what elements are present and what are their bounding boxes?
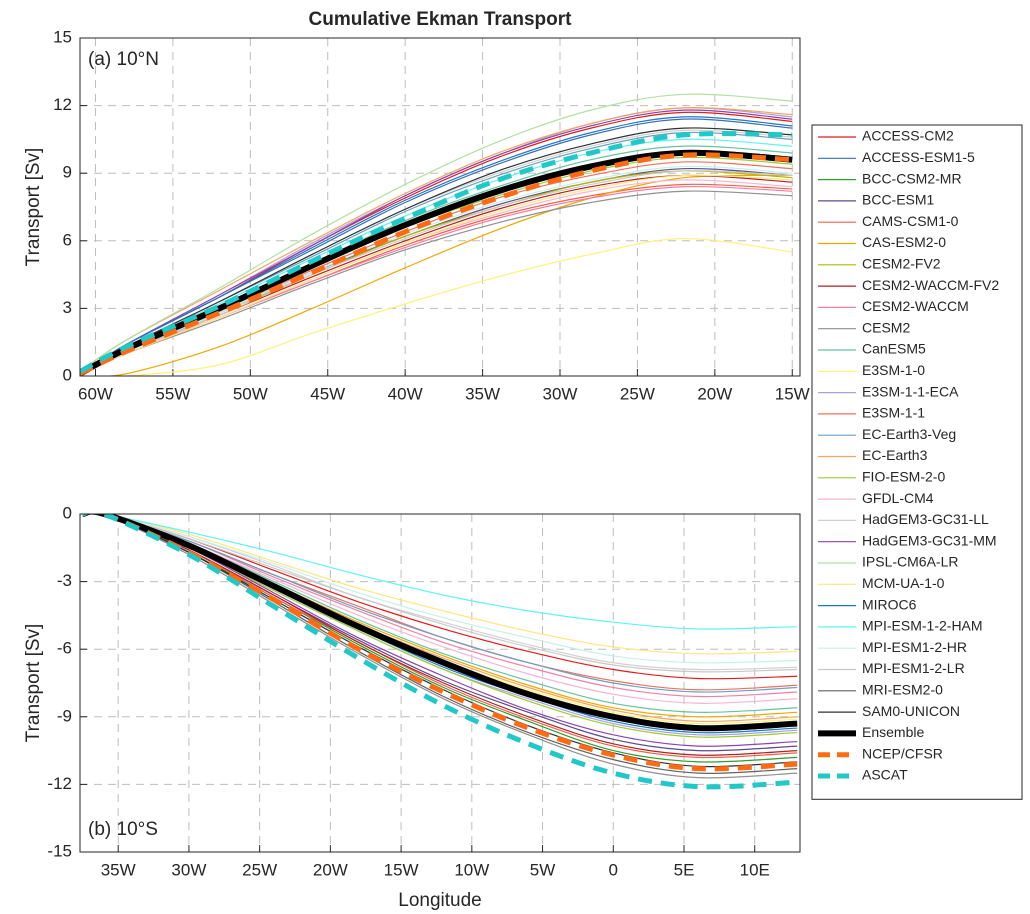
y-tick-label: 9 xyxy=(63,163,72,182)
series-line xyxy=(82,514,798,732)
legend-label: MRI-ESM2-0 xyxy=(862,682,943,698)
chart-title: Cumulative Ekman Transport xyxy=(309,9,573,30)
legend-box xyxy=(811,124,1023,800)
x-tick-label: 35W xyxy=(101,860,136,879)
series-line xyxy=(80,152,793,376)
x-tick-label: 60W xyxy=(78,384,113,403)
x-tick-label: 0 xyxy=(609,860,618,879)
x-axis-label: Longitude xyxy=(398,890,481,911)
x-tick-label: 10W xyxy=(454,860,489,879)
legend-label: BCC-ESM1 xyxy=(862,192,935,208)
x-tick-label: 15W xyxy=(384,860,419,879)
plot-frame xyxy=(79,37,801,377)
series-line xyxy=(80,109,793,375)
series-line xyxy=(80,237,793,376)
x-tick-label: 5W xyxy=(530,860,556,879)
series-line xyxy=(82,514,798,673)
y-tick-label: 6 xyxy=(63,230,72,249)
legend-label: CAS-ESM2-0 xyxy=(862,234,946,250)
y-axis-label: Transport [Sv] xyxy=(23,148,44,267)
legend-label: SAM0-UNICON xyxy=(862,703,960,719)
legend-label: E3SM-1-1-ECA xyxy=(862,383,959,399)
x-tick-label: 55W xyxy=(155,384,190,403)
x-tick-label: 15W xyxy=(775,384,810,403)
series-line xyxy=(80,174,793,375)
x-tick-label: 25W xyxy=(242,860,277,879)
y-tick-label: -9 xyxy=(57,706,72,725)
legend-label: CAMS-CSM1-0 xyxy=(862,213,959,229)
series-line xyxy=(80,116,793,375)
y-tick-label: 12 xyxy=(53,95,72,114)
legend-label: MPI-ESM1-2-LR xyxy=(862,660,965,676)
series-line xyxy=(82,514,798,655)
legend-label: MPI-ESM1-2-HR xyxy=(862,639,967,655)
panel-label: (b) 10°S xyxy=(88,819,158,840)
x-tick-label: 40W xyxy=(388,384,423,403)
series-line xyxy=(80,93,793,372)
legend-label: HadGEM3-GC31-LL xyxy=(862,511,989,527)
x-tick-label: 30W xyxy=(171,860,206,879)
series-line xyxy=(82,514,798,790)
plot-frame xyxy=(79,513,801,853)
legend-label: MPI-ESM-1-2-HAM xyxy=(862,618,983,634)
legend-label: ASCAT xyxy=(862,767,908,783)
legend-label: Ensemble xyxy=(862,724,924,740)
legend-label: MIROC6 xyxy=(862,596,917,612)
legend-label: MCM-UA-1-0 xyxy=(862,575,945,591)
y-tick-label: 3 xyxy=(63,298,72,317)
series-line xyxy=(82,514,798,664)
series-line xyxy=(80,190,793,375)
series-line xyxy=(82,514,798,630)
legend-label: E3SM-1-0 xyxy=(862,362,925,378)
y-tick-label: -15 xyxy=(47,841,72,860)
legend-label: FIO-ESM-2-0 xyxy=(862,469,945,485)
x-tick-label: 35W xyxy=(465,384,500,403)
x-tick-label: 20W xyxy=(697,384,732,403)
legend-label: CESM2 xyxy=(862,319,910,335)
legend-label: IPSL-CM6A-LR xyxy=(862,554,958,570)
legend-label: EC-Earth3-Veg xyxy=(862,426,956,442)
legend-label: CESM2-WACCM-FV2 xyxy=(862,277,999,293)
y-axis-label: Transport [Sv] xyxy=(23,624,44,743)
legend-label: NCEP/CFSR xyxy=(862,745,943,761)
legend-label: ACCESS-CM2 xyxy=(862,128,954,144)
y-tick-label: 0 xyxy=(63,365,72,384)
x-tick-label: 30W xyxy=(543,384,578,403)
y-tick-label: 0 xyxy=(63,503,72,522)
legend-label: ACCESS-ESM1-5 xyxy=(862,149,975,165)
legend-label: HadGEM3-GC31-MM xyxy=(862,532,997,548)
x-tick-label: 45W xyxy=(310,384,345,403)
series-line xyxy=(80,107,793,372)
legend-label: CESM2-WACCM xyxy=(862,298,969,314)
x-tick-label: 20W xyxy=(313,860,348,879)
plot-lines xyxy=(80,93,793,376)
x-tick-label: 50W xyxy=(233,384,268,403)
legend-label: E3SM-1-1 xyxy=(862,405,925,421)
x-tick-label: 5E xyxy=(674,860,695,879)
x-tick-label: 10E xyxy=(740,860,770,879)
legend-label: EC-Earth3 xyxy=(862,447,928,463)
y-tick-label: -6 xyxy=(57,639,72,658)
y-tick-label: -3 xyxy=(57,571,72,590)
legend-label: GFDL-CM4 xyxy=(862,490,934,506)
x-tick-label: 25W xyxy=(620,384,655,403)
y-tick-label: 15 xyxy=(53,27,72,46)
panel-label: (a) 10°N xyxy=(88,49,159,70)
y-tick-label: -12 xyxy=(47,774,72,793)
legend-label: BCC-CSM2-MR xyxy=(862,170,962,186)
plot-lines xyxy=(82,514,798,790)
series-line xyxy=(80,131,793,374)
legend-label: CanESM5 xyxy=(862,341,926,357)
legend-label: CESM2-FV2 xyxy=(862,256,941,272)
